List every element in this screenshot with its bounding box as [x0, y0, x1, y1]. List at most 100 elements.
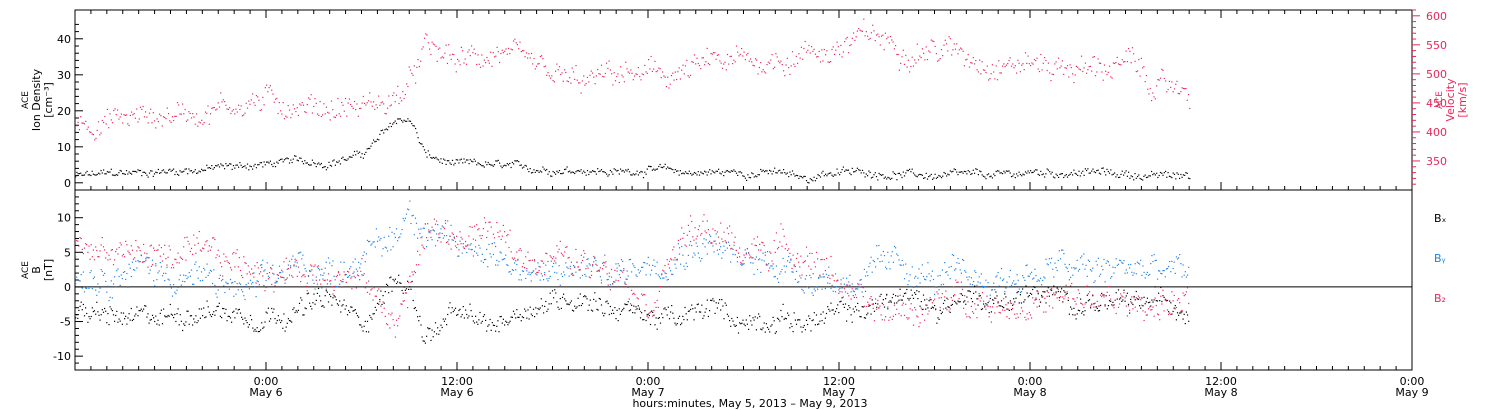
velocity-series-point — [1052, 73, 1055, 76]
velocity-series-point — [1131, 47, 1134, 49]
density-series-point — [1176, 172, 1178, 174]
by-series-point — [151, 259, 154, 261]
velocity-series-point — [465, 63, 468, 65]
bz-series-point — [153, 247, 155, 249]
velocity-series-point — [478, 63, 480, 65]
bx-series-point — [844, 303, 847, 305]
bx-series-point — [781, 316, 783, 318]
bx-series-point — [78, 309, 80, 311]
velocity-series-point — [729, 55, 731, 58]
bz-series-point — [86, 244, 88, 246]
velocity-series-point — [257, 96, 259, 98]
density-series-point — [728, 171, 730, 173]
density-series-point — [1134, 173, 1136, 175]
density-series-point — [196, 172, 198, 174]
bx-series-point — [305, 308, 307, 310]
bx-series-point — [186, 310, 188, 312]
density-series-point — [364, 153, 366, 155]
velocity-series-point — [278, 102, 280, 104]
bx-series-point — [1077, 309, 1079, 311]
bx-series-point — [966, 296, 968, 298]
by-series-point — [707, 242, 709, 244]
bz-series-point — [151, 264, 154, 266]
density-series-point — [803, 175, 805, 177]
bx-series-point — [255, 330, 257, 332]
density-series-point — [462, 162, 464, 164]
bz-series-point — [942, 308, 945, 310]
velocity-series-point — [299, 103, 301, 105]
density-series-point — [123, 173, 125, 175]
density-series-point — [1105, 174, 1107, 176]
bx-series-point — [827, 306, 829, 308]
by-series-point — [766, 264, 769, 266]
density-series-point — [184, 168, 186, 170]
by-series-point — [723, 245, 725, 247]
density-series-point — [450, 163, 452, 165]
bx-series-point — [1066, 292, 1068, 295]
velocity-series-point — [644, 64, 646, 66]
density-series-point — [253, 165, 255, 167]
velocity-series-point — [873, 30, 875, 32]
by-series-point — [609, 284, 611, 286]
bz-series-point — [979, 300, 981, 302]
by-series-point — [320, 274, 322, 276]
density-series-point — [460, 158, 462, 160]
by-series-point — [95, 289, 97, 291]
bz-series-point — [314, 264, 316, 266]
bz-series-point — [322, 274, 324, 276]
bx-series-point — [813, 312, 815, 314]
velocity-series-point — [586, 76, 589, 78]
bz-series-point — [341, 286, 343, 288]
density-series-point — [589, 171, 591, 173]
density-series-point — [597, 168, 599, 170]
density-series-point — [134, 170, 136, 173]
velocity-series-point — [877, 33, 879, 35]
by-series-point — [255, 296, 257, 298]
density-series-point — [631, 174, 633, 176]
bx-series-point — [707, 315, 709, 318]
velocity-series-point — [403, 97, 405, 100]
velocity-series-point — [1158, 79, 1160, 81]
velocity-series-point — [483, 59, 485, 61]
density-series-point — [566, 166, 568, 168]
bz-series-point — [727, 233, 730, 235]
velocity-series-point — [523, 50, 525, 52]
density-series-point — [695, 172, 697, 174]
velocity-series-point — [1170, 86, 1172, 88]
velocity-series-point — [277, 112, 279, 115]
density-series-point — [151, 170, 153, 172]
density-series-point — [297, 160, 299, 162]
velocity-series-point — [630, 69, 632, 71]
velocity-series-point — [984, 69, 986, 71]
velocity-series-point — [408, 66, 410, 68]
by-series-point — [903, 278, 906, 280]
by-series-point — [306, 282, 308, 284]
by-series-point — [647, 256, 649, 258]
bx-series-point — [760, 328, 762, 330]
density-series-point — [1115, 176, 1117, 178]
bz-series-point — [698, 225, 701, 227]
by-series-point — [492, 253, 494, 256]
density-series-point — [483, 166, 485, 168]
velocity-series-point — [697, 62, 699, 65]
velocity-series-point — [639, 75, 641, 78]
density-series-point — [369, 147, 371, 150]
bz-series-point — [168, 245, 170, 247]
velocity-series-point — [516, 44, 518, 46]
bz-series-point — [295, 259, 297, 261]
density-series-point — [1088, 172, 1090, 174]
by-series-point — [622, 260, 624, 262]
density-series-point — [650, 166, 652, 168]
by-series-point — [1015, 283, 1017, 285]
by-series-point — [1137, 262, 1140, 264]
bz-series-point — [280, 276, 282, 278]
bx-series-point — [187, 310, 189, 312]
bz-series-point — [441, 232, 443, 235]
bz-series-point — [985, 308, 987, 310]
bx-series-point — [154, 320, 156, 323]
bz-series-point — [476, 224, 478, 226]
bx-series-point — [831, 309, 833, 311]
by-series-point — [815, 286, 818, 288]
bx-series-point — [714, 312, 716, 314]
bx-series-point — [512, 310, 515, 312]
